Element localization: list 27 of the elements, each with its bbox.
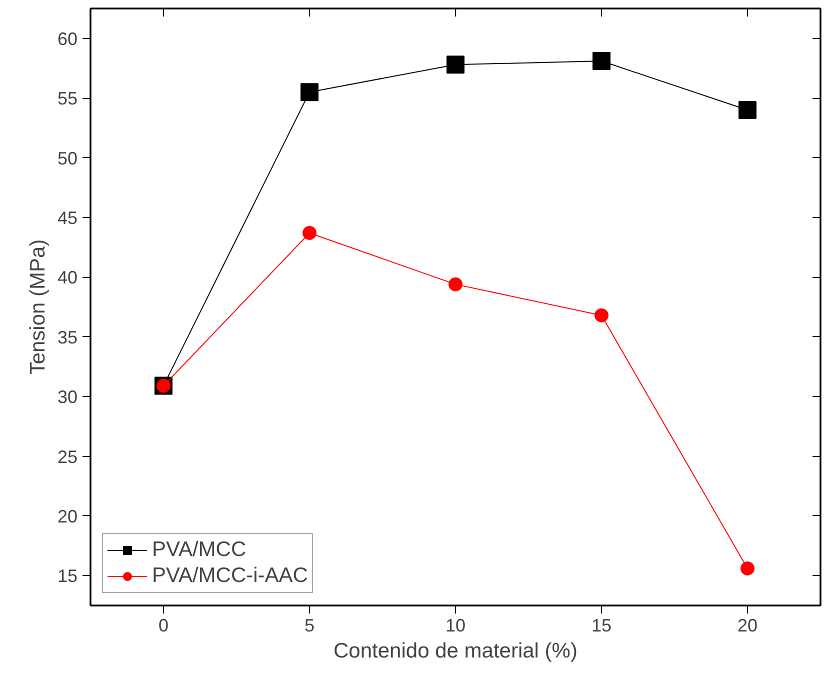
x-tick-label: 15: [591, 616, 612, 636]
point: [740, 562, 754, 576]
point: [446, 56, 464, 74]
y-tick-label: 15: [57, 566, 78, 586]
x-axis-title: Contenido de material (%): [334, 640, 578, 662]
x-tick-label: 5: [304, 616, 315, 636]
y-tick-label: 40: [57, 268, 78, 288]
point: [448, 277, 462, 292]
point: [594, 308, 608, 322]
x-tick-label: 10: [445, 616, 466, 636]
y-tick-label: 50: [57, 148, 78, 168]
y-tick-label: 25: [57, 446, 78, 467]
y-tick-label: 45: [57, 208, 78, 228]
point: [300, 83, 318, 102]
y-tick-label: 60: [57, 28, 78, 49]
y-tick-label: 20: [57, 506, 78, 526]
y-tick-label: 35: [57, 327, 78, 348]
y-tick-label: 55: [57, 88, 78, 109]
x-tick-label: 0: [158, 616, 169, 636]
y-axis-title: Tension (MPa): [26, 239, 50, 375]
legend-label: PVA/MCC: [152, 538, 246, 562]
point: [738, 100, 756, 119]
y-tick-label: 30: [57, 387, 78, 408]
point: [592, 52, 610, 70]
point: [302, 226, 316, 240]
x-tick-label: 20: [737, 616, 758, 636]
legend-label: PVA/MCC-i-AAC: [152, 564, 308, 588]
